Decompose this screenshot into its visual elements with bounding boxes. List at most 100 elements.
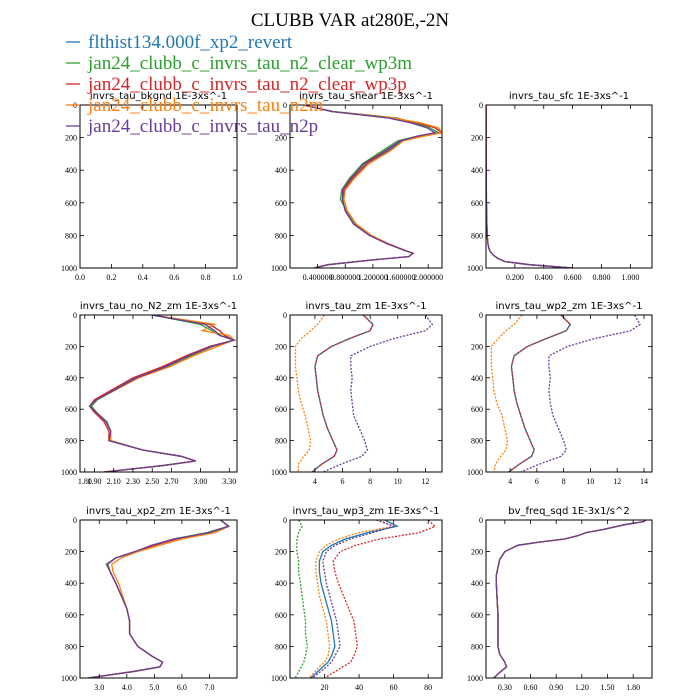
x-tick-label: 1.50 — [601, 683, 615, 692]
x-tick-label: 6.0 — [177, 683, 187, 692]
y-tick-label: 600 — [65, 611, 77, 620]
y-tick-label: 0 — [73, 516, 77, 525]
series-line-jan24_clubb_c_invrs_tau_n2p — [486, 105, 573, 268]
y-tick-label: 1000 — [61, 674, 77, 683]
x-tick-label: 1.000 — [621, 273, 639, 282]
panel-1: 0 200 400 600 800 1000 0.4000000.8000001.20000… — [271, 91, 443, 282]
y-tick-label: 800 — [275, 642, 287, 651]
panel-title: invrs_tau_wp2_zm 1E-3xs^-1 — [496, 301, 643, 312]
series-line-jan24_clubb_c_invrs_tau_n2_clear_wp3m — [90, 315, 237, 472]
x-tick-label: 0.2 — [106, 273, 116, 282]
panel-title: invrs_tau_wp3_zm 1E-3xs^-1 — [293, 506, 440, 517]
series-line-jan24_clubb_c_invrs_tau_n2p — [88, 520, 231, 678]
y-tick-label: 200 — [275, 134, 287, 143]
panel-frame — [79, 314, 238, 473]
x-tick-label: 1.200000 — [358, 273, 388, 282]
panel-series-group — [294, 520, 437, 678]
y-tick-label: 1000 — [271, 674, 287, 683]
y-tick-label: 400 — [275, 166, 287, 175]
series-line-jan24_clubb_c_invrs_tau_n2_clear_wp3m — [493, 520, 647, 678]
series-line-jan24_clubb_c_invrs_tau_n2_clear_wp3p — [88, 315, 236, 472]
y-tick-label: 600 — [471, 199, 483, 208]
y-tick-label: 400 — [471, 374, 483, 383]
panel-frame — [485, 104, 653, 269]
legend-entry: jan24_clubb_c_invrs_tau_n2_clear_wp3m — [87, 53, 412, 74]
x-tick-label: 3.00 — [193, 477, 207, 486]
y-tick-label: 0 — [479, 516, 483, 525]
panel-0: 020040060080010000.00.20.40.60.81.0invrs… — [61, 91, 242, 282]
panel-series-group — [490, 315, 641, 472]
series-line-flthist134.000f_xp2_revert — [493, 520, 647, 678]
series-line-jan24_clubb_c_invrs_tau_n2m — [493, 520, 647, 678]
x-tick-label: 12 — [421, 477, 429, 486]
x-tick-label: 3.30 — [222, 477, 236, 486]
x-tick-label: 5.0 — [149, 683, 159, 692]
x-tick-label: 0.800000 — [330, 273, 360, 282]
panel-series-group — [303, 105, 442, 268]
panel-series-group — [486, 105, 573, 268]
y-tick-label: 600 — [65, 199, 77, 208]
y-tick-label: 800 — [471, 231, 483, 240]
panel-8: 0 200 400 600 800 1000 0.30 0.60 0.90 1.20 1.50 1.8… — [467, 506, 653, 692]
x-tick-label: 1.80 — [626, 683, 640, 692]
x-tick-label: 0.600 — [564, 273, 582, 282]
series-line-jan24_clubb_c_invrs_tau_n2_clear_wp3p — [508, 315, 572, 472]
series-line-jan24_clubb_c_invrs_tau_n2_clear_wp3p — [486, 105, 573, 268]
x-tick-label: 0.90 — [549, 683, 563, 692]
y-tick-label: 200 — [471, 342, 483, 351]
series-line-jan24_clubb_c_invrs_tau_n2_clear_wp3m — [486, 105, 573, 268]
x-tick-label: 4 — [313, 477, 317, 486]
y-tick-label: 1000 — [467, 468, 483, 477]
legend-entry: flthist134.000f_xp2_revert — [88, 32, 293, 53]
y-tick-label: 200 — [471, 134, 483, 143]
x-tick-label: 8 — [562, 477, 566, 486]
panel-title: invrs_tau_shear 1E-3xs^-1 — [299, 91, 433, 102]
panel-series-group — [88, 315, 237, 472]
panel-6: 0 200 400 600 800 1000 3.0 4.0 5.0 6.0 7.0 invrs_ta… — [61, 506, 238, 692]
panel-series-group — [294, 315, 434, 472]
x-tick-label: 4.0 — [122, 683, 132, 692]
y-tick-label: 400 — [275, 579, 287, 588]
series-line-flthist134.000f_xp2_revert — [303, 105, 442, 268]
panel-frame — [79, 104, 238, 269]
panel-7: 0 200 400 600 800 1000 20 40 60 80 invrs_tau_wp3_z… — [271, 506, 443, 692]
panel-title: bv_freq_sqd 1E-3x1/s^2 — [508, 506, 630, 517]
x-tick-label: 0.30 — [498, 683, 512, 692]
series-line-jan24_clubb_c_invrs_tau_n2p — [88, 315, 237, 472]
y-tick-label: 800 — [65, 437, 77, 446]
y-tick-label: 400 — [275, 374, 287, 383]
y-tick-label: 600 — [471, 611, 483, 620]
panel-frame — [79, 519, 238, 679]
x-tick-label: 10 — [586, 477, 594, 486]
panel-5: 0 200 400 600 800 1000 4 6 8 10 12 14 invrs_tau_wp2_… — [467, 301, 653, 486]
x-tick-label: 0.0 — [75, 273, 85, 282]
y-tick-label: 400 — [471, 166, 483, 175]
series-line-jan24_clubb_c_invrs_tau_n2p — [322, 315, 434, 472]
series-line-flthist134.000f_xp2_revert — [311, 315, 374, 472]
y-tick-label: 600 — [275, 405, 287, 414]
series-line-jan24_clubb_c_invrs_tau_n2m — [486, 105, 573, 268]
series-line-jan24_clubb_c_invrs_tau_n2p — [303, 105, 437, 268]
series-line-jan24_clubb_c_invrs_tau_n2p — [312, 520, 396, 678]
y-tick-label: 400 — [65, 579, 77, 588]
x-tick-label: 0.800 — [592, 273, 610, 282]
panel-2: 0 200 400 600 800 1000 0.200 0.400 0.600 0.800 1.0… — [467, 91, 653, 282]
series-line-jan24_clubb_c_invrs_tau_n2p — [493, 520, 647, 678]
panel-frame — [289, 314, 443, 473]
x-tick-label: 80 — [424, 683, 432, 692]
x-tick-label: 2.10 — [107, 477, 121, 486]
series-line-jan24_clubb_c_invrs_tau_n2_clear_wp3m — [311, 315, 374, 472]
x-tick-label: 12 — [613, 477, 621, 486]
x-tick-label: 0.200 — [506, 273, 524, 282]
x-tick-label: 0.60 — [523, 683, 537, 692]
x-tick-label: 10 — [394, 477, 402, 486]
series-line-jan24_clubb_c_invrs_tau_n2p — [520, 315, 641, 472]
x-tick-label: 6 — [341, 477, 345, 486]
y-tick-label: 600 — [65, 405, 77, 414]
series-line-jan24_clubb_c_invrs_tau_n2_clear_wp3p — [324, 520, 437, 678]
x-tick-label: 4 — [508, 477, 512, 486]
y-tick-label: 1000 — [467, 674, 483, 683]
y-tick-label: 600 — [471, 405, 483, 414]
